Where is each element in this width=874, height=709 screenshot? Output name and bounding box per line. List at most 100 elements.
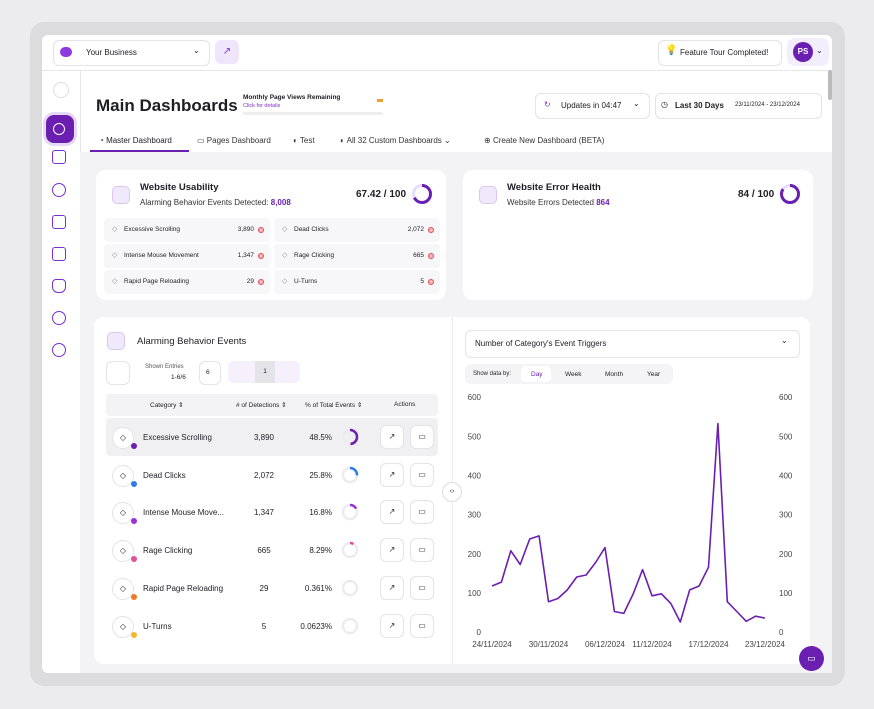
ring-track: [343, 581, 357, 595]
stat-value: 1,347: [214, 252, 254, 259]
page-title: Main Dashboards: [96, 96, 238, 116]
stat-icon: ◇: [112, 277, 117, 285]
updates: Updates in 04:47: [561, 101, 622, 110]
card-icon: [107, 332, 125, 350]
card-icon: [112, 186, 130, 204]
x-tick-label: 17/12/2024: [688, 640, 729, 649]
row-detections: 1,347: [234, 508, 294, 517]
card-title: Website Error Health: [507, 182, 601, 193]
filter[interactable]: [106, 361, 130, 385]
subtitle: Alarming Behavior Events Detected:: [140, 198, 269, 207]
row-share: 8.29%: [290, 546, 332, 555]
action-record[interactable]: ▭: [410, 500, 434, 524]
nav-item[interactable]: [52, 183, 66, 197]
row-share: 25.8%: [290, 471, 332, 480]
action-open[interactable]: ↗: [380, 576, 404, 600]
ring-track: [343, 543, 357, 557]
tab-active[interactable]: ◔ Master Dashboard: [99, 136, 172, 145]
action-record[interactable]: ▭: [410, 538, 434, 562]
row-share: 0.361%: [290, 584, 332, 593]
page-views-link[interactable]: Click for details: [243, 103, 280, 109]
y2-tick-label: 100: [779, 589, 793, 598]
stat-label: Dead Clicks: [294, 226, 329, 233]
nav-item[interactable]: [52, 150, 66, 164]
tab[interactable]: ◐ All 32 Custom Dashboards ⌄: [340, 136, 451, 145]
card-subtitle: Alarming Behavior Events Detected: 8,008: [140, 198, 291, 207]
progress: [243, 112, 383, 115]
scrollbar: [828, 70, 832, 100]
stat-value: 2,072: [384, 226, 424, 233]
row-detections: 3,890: [234, 433, 294, 442]
period-option[interactable]: Week: [565, 371, 582, 378]
action-record[interactable]: ▭: [410, 425, 434, 449]
nav-item[interactable]: [52, 247, 66, 261]
column-header[interactable]: Category ⇕: [150, 401, 184, 409]
business-name: Your Business: [86, 48, 137, 57]
period-option[interactable]: Year: [647, 371, 660, 378]
tab[interactable]: ▭ Pages Dashboard: [197, 136, 271, 145]
nav-item[interactable]: [52, 343, 66, 357]
action-record[interactable]: ▭: [410, 614, 434, 638]
row-detections: 665: [234, 546, 294, 555]
y2-tick-label: 500: [779, 432, 793, 441]
stat-label: Intense Mouse Movement: [124, 252, 199, 259]
action-open[interactable]: ↗: [380, 425, 404, 449]
nav-item[interactable]: [52, 279, 66, 293]
external-link[interactable]: ↗: [215, 40, 239, 64]
stat-value: 5: [384, 278, 424, 285]
column-header[interactable]: # of Detections ⇕: [236, 401, 287, 409]
period-option[interactable]: Month: [605, 371, 623, 378]
row-name: Rapid Page Reloading: [143, 584, 223, 593]
x-tick-label: 30/11/2024: [529, 640, 569, 649]
progress-marker: [377, 99, 383, 102]
y2-tick-label: 0: [779, 628, 784, 637]
tab-label: Create New Dashboard (BETA): [493, 136, 604, 145]
col: # of Detections: [236, 402, 279, 409]
action-record[interactable]: ▭: [410, 463, 434, 487]
collapse[interactable]: [53, 82, 69, 98]
page-views-title: Monthly Page Views Remaining: [243, 94, 340, 101]
per-page[interactable]: [199, 361, 221, 385]
chart-title: Number of Category's Event Triggers: [475, 339, 606, 348]
row-share: 0.0623%: [290, 622, 332, 631]
per-page-value: 6: [206, 369, 210, 376]
column-header: Actions: [394, 401, 415, 408]
column-header[interactable]: % of Total Events ⇕: [305, 401, 362, 409]
y2-tick-label: 400: [779, 471, 793, 480]
y-tick-label: 500: [468, 432, 482, 441]
card-title: Website Usability: [140, 182, 219, 193]
page-number[interactable]: 1: [255, 361, 275, 383]
score: 84 / 100: [738, 189, 774, 200]
count: 864: [596, 198, 609, 207]
nav-item[interactable]: [52, 215, 66, 229]
tab-label: Master Dashboard: [106, 136, 172, 145]
ring-track: [343, 619, 357, 633]
card-icon: [479, 186, 497, 204]
action-open[interactable]: ↗: [380, 500, 404, 524]
share-ring: [340, 502, 360, 522]
status-dot: [258, 227, 264, 233]
row-detections: 2,072: [234, 471, 294, 480]
period-option[interactable]: Day: [531, 371, 543, 378]
share-ring: [340, 465, 360, 485]
action-record[interactable]: ▭: [410, 576, 434, 600]
nav-item[interactable]: [52, 311, 66, 325]
col: Category: [150, 402, 176, 409]
feature-tour-label: Feature Tour Completed!: [680, 48, 768, 57]
action-open[interactable]: ↗: [380, 538, 404, 562]
score-ring: [411, 183, 433, 205]
tab[interactable]: ⊕ Create New Dashboard (BETA): [484, 136, 604, 145]
x-tick-label: 06/12/2024: [585, 640, 626, 649]
chevron: ⌄: [193, 46, 200, 55]
shown-label: Shown Entries: [145, 364, 184, 370]
action-open[interactable]: ↗: [380, 614, 404, 638]
tab[interactable]: ◐ Test: [293, 136, 315, 145]
y-tick-label: 400: [468, 471, 482, 480]
chevron: ⌄: [633, 99, 640, 108]
action-open[interactable]: ↗: [380, 463, 404, 487]
y-tick-label: 0: [477, 628, 482, 637]
x-tick-label: 24/11/2024: [472, 640, 512, 649]
row-dot: [131, 443, 137, 449]
chat-button[interactable]: ▭: [799, 646, 824, 671]
bulb-icon: 💡: [665, 45, 677, 56]
